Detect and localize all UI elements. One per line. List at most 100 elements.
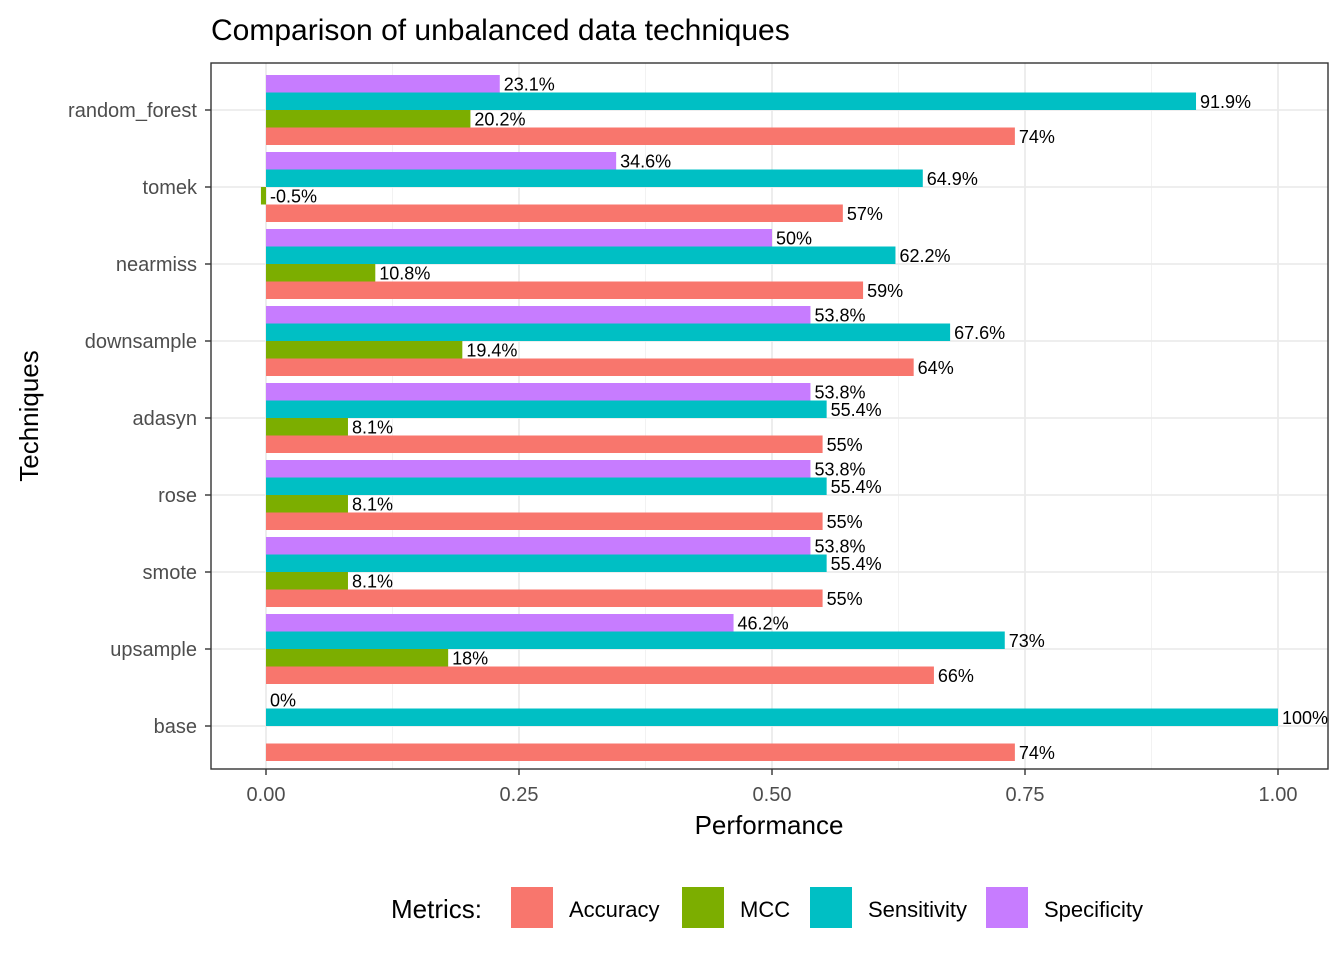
legend-label-specificity: Specificity	[1044, 897, 1143, 922]
data-label-nearmiss-sensitivity: 62.2%	[899, 246, 950, 266]
data-label-upsample-mcc: 18%	[452, 648, 488, 668]
data-label-nearmiss-specificity: 50%	[776, 228, 812, 248]
data-label-nearmiss-mcc: 10.8%	[379, 263, 430, 283]
data-label-rose-mcc: 8.1%	[352, 494, 393, 514]
bar-random_forest-sensitivity	[266, 92, 1197, 110]
data-label-base-specificity: 0%	[270, 690, 296, 710]
data-label-random_forest-mcc: 20.2%	[474, 109, 525, 129]
bar-downsample-sensitivity	[266, 323, 951, 341]
bar-adasyn-accuracy	[266, 435, 823, 453]
data-label-random_forest-accuracy: 74%	[1019, 127, 1055, 147]
bar-smote-mcc	[266, 572, 348, 590]
y-tick-label: smote	[143, 562, 197, 584]
bar-tomek-mcc	[260, 187, 266, 205]
legend: Metrics: Accuracy MCC Sensitivity Specifici…	[391, 887, 1143, 928]
data-label-tomek-specificity: 34.6%	[620, 151, 671, 171]
y-tick-label: random_forest	[68, 100, 197, 122]
data-label-random_forest-specificity: 23.1%	[504, 74, 555, 94]
data-label-downsample-sensitivity: 67.6%	[954, 323, 1005, 343]
x-tick-label: 0.00	[247, 784, 286, 806]
x-tick-label: 0.25	[500, 784, 539, 806]
data-label-nearmiss-accuracy: 59%	[867, 281, 903, 301]
data-label-smote-mcc: 8.1%	[352, 571, 393, 591]
data-label-adasyn-sensitivity: 55.4%	[831, 400, 882, 420]
bar-smote-accuracy	[266, 589, 823, 607]
bar-base-accuracy	[266, 743, 1015, 761]
y-tick-label: base	[154, 716, 197, 738]
bar-tomek-sensitivity	[266, 169, 923, 187]
bar-upsample-specificity	[266, 614, 734, 632]
x-tick-label: 0.50	[753, 784, 792, 806]
data-label-downsample-accuracy: 64%	[918, 358, 954, 378]
bar-base-sensitivity	[266, 708, 1278, 726]
data-label-adasyn-accuracy: 55%	[827, 435, 863, 455]
legend-key-mcc	[682, 887, 724, 928]
y-tick-label: upsample	[110, 639, 197, 661]
y-tick-label: adasyn	[133, 408, 198, 430]
data-label-upsample-sensitivity: 73%	[1009, 631, 1045, 651]
bar-rose-accuracy	[266, 512, 823, 530]
bar-upsample-mcc	[266, 649, 449, 667]
bar-random_forest-mcc	[266, 110, 471, 128]
bar-nearmiss-specificity	[266, 229, 772, 247]
bar-upsample-sensitivity	[266, 631, 1005, 649]
legend-key-accuracy	[511, 887, 553, 928]
data-label-upsample-accuracy: 66%	[938, 666, 974, 686]
data-labels-layer: 23.1% 91.9% 20.2% 74% 34.6% 64.9% -0.5% 57% 50% 6…	[270, 74, 1328, 763]
bar-smote-specificity	[266, 537, 811, 555]
bar-downsample-accuracy	[266, 358, 914, 376]
bar-downsample-mcc	[266, 341, 463, 359]
data-label-rose-accuracy: 55%	[827, 512, 863, 532]
bar-nearmiss-accuracy	[266, 281, 864, 299]
data-label-tomek-mcc: -0.5%	[270, 186, 317, 206]
bar-rose-mcc	[266, 495, 348, 513]
bar-rose-specificity	[266, 460, 811, 478]
bar-tomek-accuracy	[266, 204, 843, 222]
y-tick-label: rose	[158, 485, 197, 507]
data-label-smote-accuracy: 55%	[827, 589, 863, 609]
bar-rose-sensitivity	[266, 477, 827, 495]
y-tick-label: downsample	[85, 331, 197, 353]
legend-key-specificity	[986, 887, 1028, 928]
bar-nearmiss-mcc	[266, 264, 376, 282]
legend-label-mcc: MCC	[740, 897, 790, 922]
x-axis-title: Performance	[695, 810, 844, 840]
bar-adasyn-mcc	[266, 418, 348, 436]
data-label-random_forest-sensitivity: 91.9%	[1200, 92, 1251, 112]
data-label-downsample-specificity: 53.8%	[814, 305, 865, 325]
data-label-tomek-sensitivity: 64.9%	[927, 169, 978, 189]
x-tick-label: 0.75	[1006, 784, 1045, 806]
bar-downsample-specificity	[266, 306, 811, 324]
bar-tomek-specificity	[266, 152, 617, 170]
bar-random_forest-specificity	[266, 75, 500, 93]
data-label-downsample-mcc: 19.4%	[466, 340, 517, 360]
bar-nearmiss-sensitivity	[266, 246, 896, 264]
data-label-adasyn-mcc: 8.1%	[352, 417, 393, 437]
x-tick-label: 1.00	[1259, 784, 1298, 806]
bar-smote-sensitivity	[266, 554, 827, 572]
bar-upsample-accuracy	[266, 666, 934, 684]
data-label-base-sensitivity: 100%	[1282, 708, 1328, 728]
chart-title: Comparison of unbalanced data techniques	[211, 14, 790, 47]
data-label-upsample-specificity: 46.2%	[738, 613, 789, 633]
data-label-base-accuracy: 74%	[1019, 743, 1055, 763]
legend-label-accuracy: Accuracy	[569, 897, 659, 922]
data-label-smote-sensitivity: 55.4%	[831, 554, 882, 574]
bar-adasyn-specificity	[266, 383, 811, 401]
legend-title: Metrics:	[391, 894, 482, 924]
bars-layer	[260, 75, 1278, 761]
data-label-tomek-accuracy: 57%	[847, 204, 883, 224]
y-tick-label: nearmiss	[116, 254, 197, 276]
bar-random_forest-accuracy	[266, 127, 1015, 145]
legend-key-sensitivity	[810, 887, 852, 928]
data-label-rose-sensitivity: 55.4%	[831, 477, 882, 497]
panel-border	[210, 62, 1329, 770]
y-tick-label: tomek	[143, 177, 198, 199]
legend-label-sensitivity: Sensitivity	[868, 897, 967, 922]
y-axis-title: Techniques	[14, 350, 44, 482]
bar-adasyn-sensitivity	[266, 400, 827, 418]
data-label-smote-specificity: 53.8%	[814, 536, 865, 556]
